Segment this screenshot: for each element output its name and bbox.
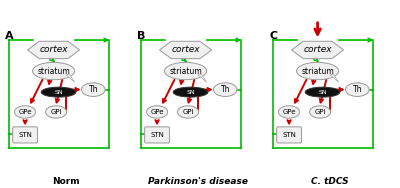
Text: cortex: cortex (171, 45, 200, 55)
Text: SN: SN (318, 90, 327, 95)
Text: STN: STN (282, 132, 296, 138)
Ellipse shape (32, 62, 75, 80)
Text: striatum: striatum (301, 67, 334, 76)
Ellipse shape (14, 106, 36, 118)
Text: C: C (269, 31, 277, 41)
FancyBboxPatch shape (13, 127, 38, 143)
Text: Th: Th (88, 85, 98, 94)
Ellipse shape (46, 106, 67, 118)
Text: striatum: striatum (169, 67, 202, 76)
Text: Parkinson's disease: Parkinson's disease (148, 177, 248, 186)
Text: B: B (137, 31, 146, 41)
Ellipse shape (214, 83, 237, 96)
Text: A: A (5, 31, 14, 41)
Text: STN: STN (18, 132, 32, 138)
Text: STN: STN (150, 132, 164, 138)
Text: SN: SN (186, 90, 195, 95)
Ellipse shape (41, 87, 76, 97)
Polygon shape (292, 41, 344, 59)
Text: striatum: striatum (37, 67, 70, 76)
Text: Th: Th (352, 85, 362, 94)
Text: GPi: GPi (314, 109, 326, 115)
Polygon shape (28, 41, 80, 59)
Ellipse shape (82, 83, 105, 96)
Polygon shape (198, 75, 207, 82)
Ellipse shape (164, 62, 207, 80)
Text: cortex: cortex (39, 45, 68, 55)
Polygon shape (66, 75, 75, 82)
Polygon shape (160, 41, 212, 59)
Text: GPi: GPi (182, 109, 194, 115)
Ellipse shape (173, 87, 208, 97)
FancyBboxPatch shape (145, 127, 170, 143)
Ellipse shape (296, 62, 339, 80)
Ellipse shape (178, 106, 199, 118)
Polygon shape (330, 75, 339, 82)
Text: GPi: GPi (50, 109, 62, 115)
Ellipse shape (146, 106, 168, 118)
Text: GPe: GPe (150, 109, 164, 115)
Ellipse shape (305, 87, 340, 97)
Text: cortex: cortex (303, 45, 332, 55)
Text: GPe: GPe (282, 109, 296, 115)
Ellipse shape (310, 106, 331, 118)
Text: Th: Th (220, 85, 230, 94)
Text: SN: SN (54, 90, 63, 95)
Text: GPe: GPe (18, 109, 32, 115)
Text: Norm: Norm (52, 177, 80, 186)
Ellipse shape (278, 106, 300, 118)
Text: C. tDCS: C. tDCS (311, 177, 349, 186)
Ellipse shape (346, 83, 369, 96)
FancyBboxPatch shape (277, 127, 302, 143)
